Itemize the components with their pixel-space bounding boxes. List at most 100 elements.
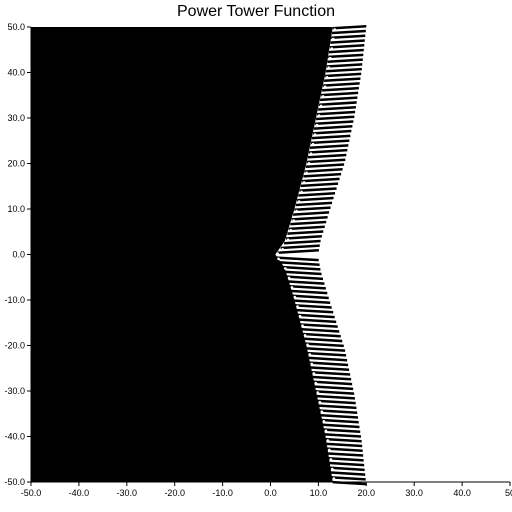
x-tick-label: 0.0: [264, 488, 277, 498]
fringe-speckle: [306, 343, 309, 347]
fringe-speckle: [331, 37, 335, 41]
fringe-stripe: [328, 456, 364, 462]
fringe-stripe: [310, 144, 349, 149]
fringe-speckle: [296, 305, 299, 308]
fringe-stripe: [315, 390, 355, 395]
fringe-speckle: [331, 467, 334, 471]
fringe-stripe: [323, 428, 361, 433]
fringe-speckle: [301, 324, 304, 328]
fringe-stripe: [276, 256, 319, 262]
fringe-stripe: [298, 192, 336, 197]
fringe-stripe: [324, 433, 361, 438]
fringe-speckle: [318, 400, 322, 404]
fringe-stripe: [288, 225, 325, 231]
fringe-stripe: [309, 148, 348, 154]
fringe-stripe: [323, 82, 360, 87]
origin-spike: [263, 252, 268, 257]
fringe-stripe: [299, 318, 337, 324]
chart-title: Power Tower Function: [177, 3, 335, 20]
fringe-stripe: [320, 96, 358, 102]
fringe-stripe: [279, 261, 320, 266]
fringe-speckle: [314, 381, 318, 385]
fringe-speckle: [328, 56, 332, 60]
fringe-stripe: [325, 67, 362, 73]
fringe-speckle: [287, 276, 291, 280]
fringe-stripe: [306, 158, 346, 164]
fringe-stripe: [330, 39, 365, 44]
y-tick-label: 0.0: [12, 250, 25, 260]
fringe-speckle: [326, 439, 330, 442]
fringe-speckle: [283, 267, 287, 270]
x-tick-label: 50: [505, 488, 512, 498]
fringe-stripe: [301, 327, 340, 333]
fringe-speckle: [292, 219, 296, 222]
fringe-stripe: [308, 356, 348, 362]
fringe-speckle: [330, 47, 334, 50]
fringe-speckle: [277, 257, 280, 261]
fringe-stripe: [280, 244, 320, 250]
fringe-speckle: [319, 104, 323, 108]
fringe-stripe: [322, 423, 360, 429]
fringe-stripe: [294, 206, 331, 212]
fringe-stripe: [299, 187, 337, 192]
fringe-stripe: [313, 380, 353, 386]
fringe-stripe: [291, 289, 328, 295]
fringe-speckle: [323, 85, 327, 89]
plot-area: [31, 24, 367, 486]
fringe-stripe: [287, 230, 324, 235]
fringe-stripe: [326, 63, 363, 68]
fringe-stripe: [329, 44, 365, 49]
fringe-speckle: [300, 190, 303, 194]
fringe-speckle: [332, 477, 336, 480]
fringe-stripe: [325, 72, 362, 78]
fringe-stripe: [329, 461, 365, 467]
fringe-speckle: [290, 286, 294, 289]
fringe-stripe: [287, 275, 323, 281]
fringe-stripe: [294, 299, 331, 304]
fringe-stripe: [290, 220, 327, 226]
fringe-speckle: [307, 161, 311, 165]
x-tick-label: 20.0: [358, 488, 376, 498]
fringe-stripe: [321, 91, 359, 97]
fringe-stripe: [295, 304, 332, 309]
fringe-stripe: [300, 182, 339, 188]
fringe-stripe: [332, 29, 366, 35]
fringe-stripe: [292, 294, 329, 300]
fringe-stripe: [331, 471, 366, 476]
fringe-speckle: [310, 362, 314, 366]
fringe-stripe: [285, 235, 322, 240]
fringe-stripe: [327, 58, 363, 63]
fringe-speckle: [317, 114, 321, 117]
fringe-stripe: [330, 466, 365, 472]
y-tick-label: 20.0: [7, 159, 25, 169]
boundary-fringe: [276, 24, 367, 486]
y-tick-label: -20.0: [4, 341, 25, 351]
fringe-stripe: [328, 53, 364, 59]
fringe-stripe: [285, 270, 322, 276]
fringe-speckle: [325, 75, 329, 79]
fringe-stripe: [307, 351, 347, 357]
fringe-stripe: [304, 168, 343, 173]
y-tick-label: 50.0: [7, 22, 25, 32]
x-tick-label: -50.0: [21, 488, 42, 498]
fringe-stripe: [300, 323, 338, 328]
fringe-speckle: [324, 429, 328, 433]
fringe-stripe: [303, 332, 341, 338]
y-tick-label: -50.0: [4, 477, 25, 487]
fringe-stripe: [332, 24, 367, 30]
fringe-stripe: [327, 447, 363, 453]
y-tick-label: -30.0: [4, 386, 25, 396]
fringe-stripe: [295, 201, 333, 207]
fringe-speckle: [327, 66, 331, 70]
y-tick-label: -40.0: [4, 432, 25, 442]
fringe-speckle: [333, 28, 337, 31]
fringe-speckle: [328, 448, 331, 452]
fringe-stripe: [317, 110, 356, 116]
fringe-stripe: [321, 418, 359, 424]
fringe-stripe: [289, 284, 326, 290]
fringe-speckle: [289, 228, 293, 232]
fringe-stripe: [306, 347, 346, 352]
divergence-region: [31, 27, 333, 482]
fringe-stripe: [293, 211, 330, 216]
